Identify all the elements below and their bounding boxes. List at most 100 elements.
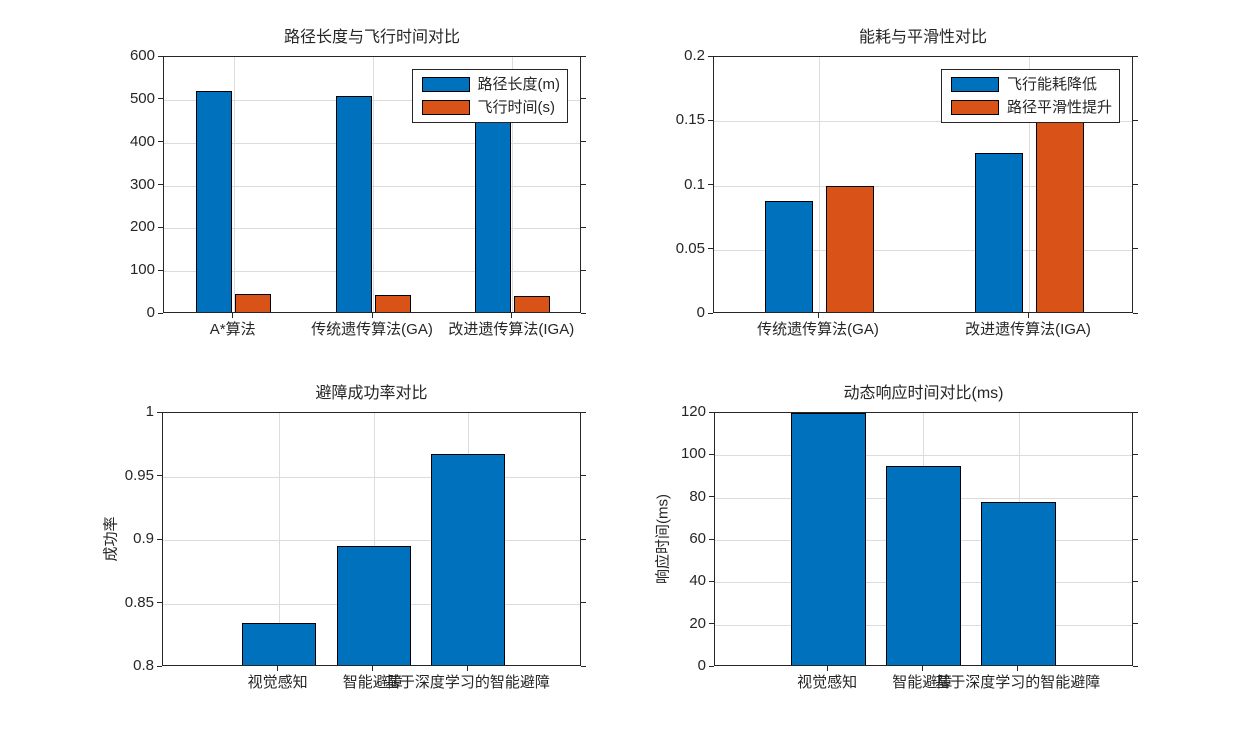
y-tick [157,665,162,667]
y-tick [1133,55,1138,57]
bar-series2 [825,185,874,312]
y-tick [709,453,714,455]
bar-series1 [790,413,866,665]
bar-series1 [474,119,511,312]
y-tick-label: 40 [689,572,706,590]
bar-series2 [513,296,550,312]
legend-entry: 路径长度(m) [421,76,561,93]
h-gridline [164,99,580,101]
y-tick [581,312,586,314]
y-tick [1133,184,1138,185]
v-gridline [1029,57,1030,312]
bar-series1 [336,546,411,665]
y-tick-label: 200 [129,218,155,236]
y-tick-label: 120 [680,403,706,420]
y-tick [158,141,163,143]
x-tick-label: 基于深度学习的智能避障 [384,674,550,691]
bar-series1 [885,465,961,665]
x-tick [371,313,373,318]
h-gridline [163,476,580,478]
bar-series1 [241,622,316,665]
y-tick [158,98,163,100]
y-tick [1133,623,1138,625]
x-tick-label: 视觉感知 [247,674,308,691]
x-tick-label: 传统遗传算法(GA) [757,321,879,338]
x-tick [1017,666,1019,671]
y-tick-label: 500 [129,89,155,107]
legend-entry: 飞行能耗降低 [950,76,1112,93]
y-tick-label: 0.2 [684,47,705,64]
chart-title: 动态响应时间对比(ms) [843,385,1004,402]
chart-obstacle-avoidance-success: 0.8 0.85 0.9 0.95 1 视觉感知 智能避障 基于深度学习的智能避障 避障成功率对… [103,385,586,691]
y-tick [1133,411,1138,413]
x-tick [466,666,468,671]
y-tick [1133,665,1138,667]
y-tick-label: 0.8 [133,657,154,674]
y-tick [157,538,162,540]
chart-title: 能耗与平滑性对比 [858,29,987,46]
y-tick [581,665,586,667]
y-tick [158,184,163,185]
x-tick-label: A*算法 [209,321,256,338]
chart-dynamic-response-time: 0 20 40 60 80 100 120 视觉感知 智能避障 基于深度学习的智能避障 动态响应时间… [655,385,1138,691]
x-tick-label: 智能避障 [892,674,953,691]
y-tick-label: 0.1 [684,175,705,193]
x-tick [817,313,819,318]
y-tick [581,184,586,185]
y-tick [581,475,586,476]
v-gridline [278,413,280,665]
v-gridline [373,413,375,665]
chart-path-length-flight-time: 0 100 200 300 400 500 600 A*算法 传统遗传算法(GA) 改进遗传算法(… [130,29,586,338]
y-tick [708,248,713,250]
h-gridline [164,185,580,187]
y-tick [708,119,713,121]
x-tick [277,666,279,671]
y-tick [158,312,163,314]
y-tick-label: 80 [689,487,706,505]
y-tick [157,602,162,603]
chart-title: 避障成功率对比 [315,385,428,402]
y-tick [581,411,586,413]
legend-label: 路径长度(m) [477,76,561,93]
plot-area [714,412,1133,666]
y-tick-label: 0 [697,657,706,674]
y-axis-label: 响应时间(ms) [654,494,672,584]
x-tick-label: 视觉感知 [797,674,858,691]
y-tick [1133,312,1138,314]
bar-series1 [431,453,506,665]
legend-swatch-icon [950,77,999,92]
y-axis-label: 成功率 [102,516,120,562]
y-tick-label: 100 [680,445,706,463]
x-tick-label: 改进遗传算法(IGA) [448,321,575,338]
y-tick-label: 0.9 [133,530,154,547]
y-tick-label: 0.15 [675,111,705,129]
x-tick [372,666,374,671]
legend-label: 飞行能耗降低 [1006,76,1097,93]
y-tick [1133,119,1138,121]
v-gridline [512,57,514,312]
legend-swatch-icon [950,100,999,115]
h-gridline [714,249,1132,251]
h-gridline [164,271,580,273]
plot-area [713,56,1133,313]
x-tick-label: 智能避障 [342,674,403,691]
v-gridline [373,57,374,312]
y-tick [1133,496,1138,498]
y-tick-label: 0 [146,304,155,321]
legend-label: 路径平滑性提升 [1006,99,1112,116]
y-tick [581,98,586,100]
y-tick-label: 0.05 [675,239,705,257]
bar-series1 [981,501,1057,665]
h-gridline [714,185,1132,187]
y-tick-label: 100 [129,261,155,279]
y-tick [709,665,714,667]
x-tick-label: 传统遗传算法(GA) [311,321,433,338]
h-gridline [164,228,580,230]
y-tick [1133,538,1138,540]
y-tick [581,55,586,57]
v-gridline [819,57,820,312]
y-tick-label: 60 [689,530,706,547]
y-tick [1133,453,1138,455]
y-tick [157,475,162,476]
y-tick [158,226,163,228]
